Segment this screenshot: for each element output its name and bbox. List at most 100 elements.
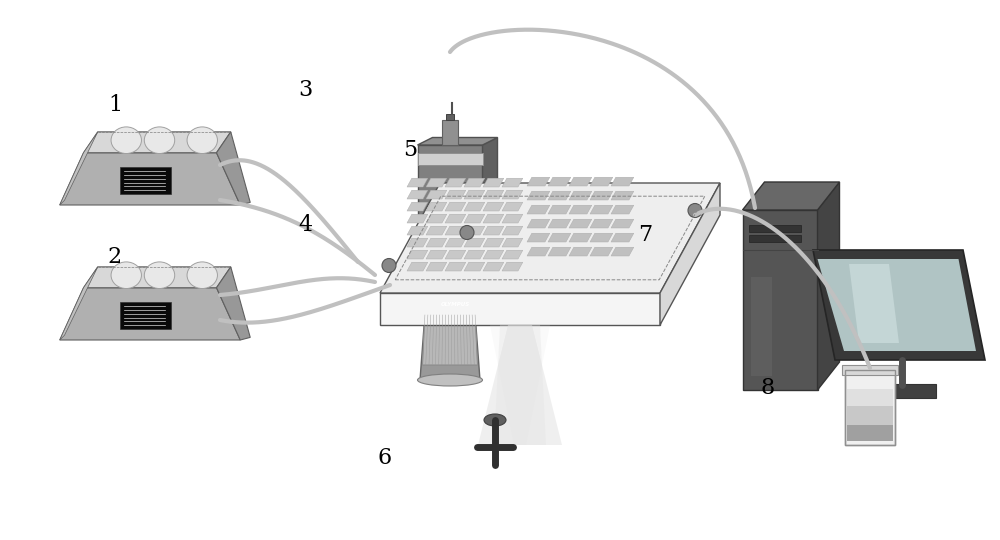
Polygon shape (482, 138, 498, 255)
Polygon shape (742, 182, 840, 210)
Polygon shape (548, 205, 571, 214)
Polygon shape (569, 191, 592, 200)
Ellipse shape (111, 127, 141, 153)
Polygon shape (527, 219, 550, 228)
Polygon shape (445, 262, 466, 271)
Polygon shape (527, 233, 550, 242)
Polygon shape (426, 238, 447, 247)
Polygon shape (445, 226, 466, 235)
Polygon shape (464, 190, 485, 199)
Polygon shape (426, 178, 447, 187)
Polygon shape (817, 259, 976, 351)
Polygon shape (84, 267, 231, 288)
Polygon shape (590, 191, 613, 200)
Bar (438, 253, 462, 268)
Polygon shape (428, 268, 476, 280)
Text: 1: 1 (108, 94, 122, 116)
Polygon shape (502, 214, 523, 223)
Bar (750, 276, 772, 376)
Polygon shape (502, 262, 523, 271)
Polygon shape (60, 132, 98, 205)
Polygon shape (502, 178, 523, 187)
Ellipse shape (418, 374, 482, 386)
Polygon shape (60, 288, 240, 340)
Polygon shape (445, 214, 466, 223)
Circle shape (688, 204, 702, 218)
Polygon shape (483, 238, 504, 247)
Polygon shape (426, 202, 447, 211)
Polygon shape (445, 250, 466, 259)
Polygon shape (445, 178, 466, 187)
Polygon shape (445, 202, 466, 211)
Polygon shape (426, 250, 447, 259)
Polygon shape (502, 202, 523, 211)
Polygon shape (407, 202, 428, 211)
Polygon shape (611, 177, 634, 186)
Polygon shape (548, 191, 571, 200)
Text: 5: 5 (403, 139, 417, 161)
Polygon shape (818, 182, 840, 390)
Polygon shape (60, 153, 240, 205)
Polygon shape (813, 250, 985, 360)
Polygon shape (611, 219, 634, 228)
Polygon shape (407, 214, 428, 223)
Polygon shape (527, 247, 550, 256)
Polygon shape (590, 233, 613, 242)
Polygon shape (407, 190, 428, 199)
Text: 4: 4 (298, 214, 312, 236)
Bar (748, 235, 801, 242)
Polygon shape (407, 262, 428, 271)
Polygon shape (120, 167, 171, 193)
Polygon shape (420, 280, 480, 380)
Polygon shape (407, 238, 428, 247)
Polygon shape (490, 325, 550, 445)
Polygon shape (502, 190, 523, 199)
Polygon shape (418, 138, 498, 145)
Polygon shape (483, 262, 504, 271)
Polygon shape (464, 202, 485, 211)
Polygon shape (84, 132, 231, 153)
Polygon shape (445, 238, 466, 247)
Polygon shape (548, 177, 571, 186)
Polygon shape (569, 247, 592, 256)
Polygon shape (527, 177, 550, 186)
Polygon shape (407, 250, 428, 259)
Polygon shape (120, 302, 171, 328)
Polygon shape (426, 214, 447, 223)
Ellipse shape (111, 262, 141, 288)
Text: 3: 3 (298, 79, 312, 101)
Polygon shape (611, 205, 634, 214)
Polygon shape (569, 233, 592, 242)
Ellipse shape (434, 249, 466, 261)
Polygon shape (478, 325, 562, 445)
Ellipse shape (187, 262, 217, 288)
Bar (442, 120, 458, 145)
Polygon shape (426, 262, 447, 271)
Bar (748, 225, 801, 232)
Polygon shape (483, 250, 504, 259)
Polygon shape (426, 226, 447, 235)
Polygon shape (483, 202, 504, 211)
Polygon shape (464, 178, 485, 187)
Polygon shape (407, 178, 428, 187)
Polygon shape (464, 214, 485, 223)
Polygon shape (527, 205, 550, 214)
Polygon shape (60, 267, 98, 340)
Polygon shape (590, 205, 613, 214)
Polygon shape (445, 190, 466, 199)
Polygon shape (611, 233, 634, 242)
Polygon shape (426, 190, 447, 199)
Polygon shape (407, 226, 428, 235)
Polygon shape (590, 219, 613, 228)
Polygon shape (611, 247, 634, 256)
Polygon shape (548, 219, 571, 228)
Polygon shape (216, 132, 250, 205)
Ellipse shape (484, 414, 506, 426)
Polygon shape (464, 250, 485, 259)
Polygon shape (380, 293, 660, 325)
Polygon shape (569, 219, 592, 228)
Bar (847, 389, 893, 406)
Polygon shape (216, 267, 250, 340)
Polygon shape (845, 370, 895, 445)
Ellipse shape (144, 127, 175, 153)
